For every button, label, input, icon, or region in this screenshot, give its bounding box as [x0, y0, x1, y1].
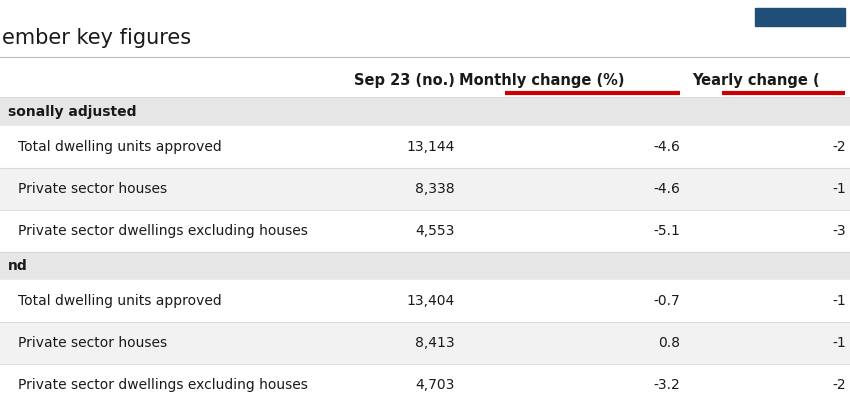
- Text: -1: -1: [832, 336, 846, 350]
- Text: Monthly change (%): Monthly change (%): [460, 73, 625, 88]
- Text: -0.7: -0.7: [654, 294, 680, 308]
- Text: -5.1: -5.1: [653, 224, 680, 238]
- Text: Sep 23 (no.): Sep 23 (no.): [354, 73, 455, 88]
- Text: Private sector dwellings excluding houses: Private sector dwellings excluding house…: [18, 378, 308, 392]
- Text: 4,553: 4,553: [416, 224, 455, 238]
- Text: ember key figures: ember key figures: [2, 28, 191, 48]
- Text: Total dwelling units approved: Total dwelling units approved: [18, 140, 222, 154]
- Text: nd: nd: [8, 259, 28, 273]
- Text: 4,703: 4,703: [416, 378, 455, 392]
- Text: -3.2: -3.2: [654, 378, 680, 392]
- Text: 0.8: 0.8: [658, 336, 680, 350]
- Text: Private sector dwellings excluding houses: Private sector dwellings excluding house…: [18, 224, 308, 238]
- Text: Yearly change (: Yearly change (: [693, 73, 820, 88]
- Bar: [0, 126, 850, 168]
- Text: 8,413: 8,413: [416, 336, 455, 350]
- Bar: [0, 252, 850, 280]
- Text: Private sector houses: Private sector houses: [18, 336, 167, 350]
- Bar: [0, 280, 850, 322]
- Text: -1: -1: [832, 294, 846, 308]
- Text: -2: -2: [832, 378, 846, 392]
- Bar: [755, 8, 845, 26]
- Text: 8,338: 8,338: [416, 182, 455, 196]
- Bar: [0, 98, 850, 126]
- Text: 13,404: 13,404: [407, 294, 455, 308]
- Bar: [0, 322, 850, 364]
- Text: -2: -2: [832, 140, 846, 154]
- Bar: [0, 364, 850, 395]
- Text: 13,144: 13,144: [406, 140, 455, 154]
- Text: Total dwelling units approved: Total dwelling units approved: [18, 294, 222, 308]
- Text: sonally adjusted: sonally adjusted: [8, 105, 137, 119]
- Bar: [0, 210, 850, 252]
- Text: -3: -3: [832, 224, 846, 238]
- Text: -4.6: -4.6: [653, 140, 680, 154]
- Text: Private sector houses: Private sector houses: [18, 182, 167, 196]
- Text: -1: -1: [832, 182, 846, 196]
- Text: -4.6: -4.6: [653, 182, 680, 196]
- Bar: [0, 168, 850, 210]
